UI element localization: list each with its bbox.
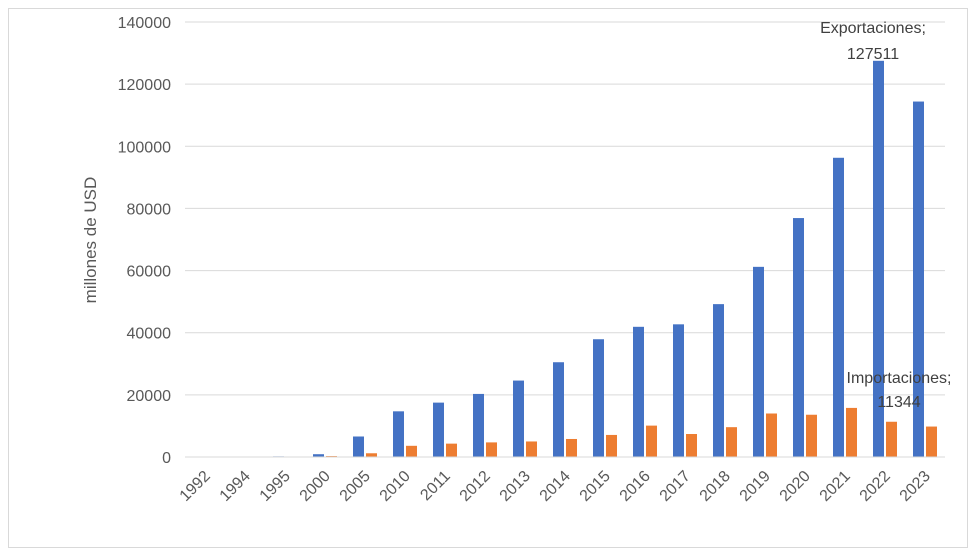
y-tick-label: 60000: [127, 264, 172, 281]
bar-importaciones-2020: [806, 414, 817, 457]
bar-exportaciones-2015: [593, 339, 604, 457]
bar-exportaciones-2014: [553, 362, 564, 457]
bar-importaciones-2015: [606, 434, 617, 457]
bars: [193, 60, 937, 458]
bar-importaciones-2014: [566, 438, 577, 457]
bar-importaciones-2018: [726, 427, 737, 457]
x-tick-label: 1992: [177, 468, 214, 505]
x-axis-tick-labels: 1992 1994 1995 2000 2005 2010 2011 2012 2013 2014…: [177, 468, 934, 505]
bar-exportaciones-2022: [873, 60, 884, 457]
y-tick-label: 120000: [118, 77, 171, 94]
x-tick-label: 1994: [217, 468, 254, 505]
bar-importaciones-2017: [686, 434, 697, 457]
bar-exportaciones-2012: [473, 393, 484, 457]
x-tick-label: 2021: [817, 468, 854, 505]
y-tick-label: 80000: [127, 201, 172, 218]
bar-importaciones-2023: [926, 426, 937, 457]
bar-exportaciones-2010: [393, 411, 404, 457]
x-tick-label: 2010: [377, 468, 414, 505]
x-tick-label: 1995: [257, 468, 294, 505]
y-tick-label: 100000: [118, 139, 171, 156]
bar-importaciones-2016: [646, 425, 657, 457]
annotation-value: 127511: [847, 46, 899, 63]
x-tick-label: 2022: [857, 468, 894, 505]
bar-importaciones-2013: [526, 441, 537, 457]
bar-exportaciones-2017: [673, 324, 684, 457]
x-tick-label: 2020: [777, 468, 814, 505]
x-tick-label: 2017: [657, 468, 694, 505]
x-tick-label: 2013: [497, 468, 534, 505]
bar-importaciones-2022: [886, 421, 897, 457]
bar-exportaciones-2020: [793, 218, 804, 457]
annotation-label: Exportaciones;: [820, 20, 926, 37]
bar-importaciones-2010: [406, 445, 417, 457]
bar-importaciones-2012: [486, 442, 497, 457]
x-tick-label: 2011: [417, 468, 453, 504]
bar-importaciones-2021: [846, 407, 857, 457]
y-tick-label: 0: [162, 450, 171, 467]
annotation-label: Importaciones;: [847, 370, 952, 387]
bar-exportaciones-2018: [713, 304, 724, 457]
y-axis-label: millones de USD: [81, 177, 100, 304]
y-tick-label: 40000: [127, 326, 172, 343]
x-tick-label: 2005: [337, 468, 374, 505]
bar-exportaciones-2000: [313, 454, 324, 457]
bar-exportaciones-2021: [833, 157, 844, 457]
bar-exportaciones-2023: [913, 101, 924, 458]
bar-exportaciones-2013: [513, 380, 524, 457]
x-tick-label: 2015: [577, 468, 614, 505]
y-tick-label: 20000: [127, 388, 172, 405]
x-tick-label: 2016: [617, 468, 654, 505]
bar-importaciones-2019: [766, 413, 777, 457]
bar-importaciones-2011: [446, 443, 457, 457]
chart-container: [8, 8, 968, 548]
bar-exportaciones-2005: [353, 436, 364, 457]
x-tick-label: 2023: [897, 468, 934, 505]
x-tick-label: 2012: [457, 468, 494, 505]
bar-exportaciones-2011: [433, 402, 444, 457]
x-tick-label: 2018: [697, 468, 734, 505]
y-axis-tick-labels: 0 20000 40000 60000 80000 100000 120000 140000: [118, 15, 171, 467]
annotation-value: 11344: [877, 394, 920, 411]
x-tick-label: 2000: [297, 468, 334, 505]
data-annotations: Exportaciones; 127511 Importaciones; 11344: [820, 20, 951, 411]
gridlines: [185, 21, 945, 396]
bar-exportaciones-2016: [633, 326, 644, 457]
bar-exportaciones-2019: [753, 266, 764, 457]
x-tick-label: 2014: [537, 468, 574, 505]
bar-importaciones-2005: [366, 453, 377, 457]
y-tick-label: 140000: [118, 15, 171, 32]
x-tick-label: 2019: [737, 468, 774, 505]
